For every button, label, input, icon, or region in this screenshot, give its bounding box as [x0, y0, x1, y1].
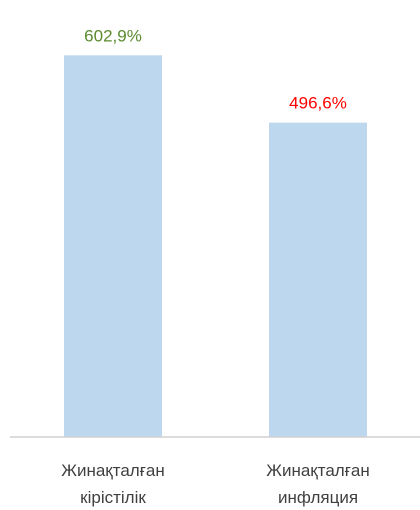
category-label-1-line-1: Жинақталған [61, 461, 165, 480]
category-label-1-line-2: кірістілік [80, 488, 146, 507]
data-label-1: 602,9% [84, 26, 142, 45]
category-label-2: Жинақталған инфляция [266, 461, 370, 507]
category-label-1: Жинақталған кірістілік [61, 461, 165, 507]
data-label-2: 496,6% [289, 94, 347, 113]
bar-1 [64, 55, 162, 438]
category-label-2-line-1: Жинақталған [266, 461, 370, 480]
category-label-2-line-2: инфляция [278, 488, 358, 507]
bar-2 [269, 122, 367, 437]
